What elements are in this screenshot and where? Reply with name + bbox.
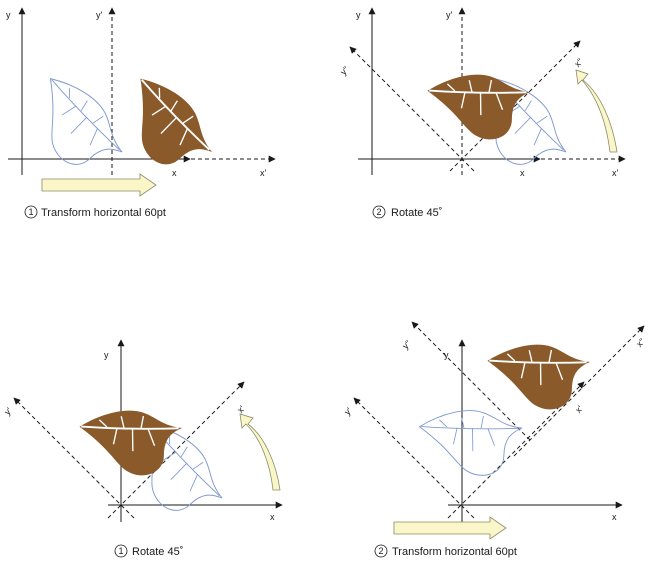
step-number: 2: [378, 546, 383, 556]
step-number: 2: [376, 207, 381, 217]
ghost-leaf: [15, 68, 137, 187]
y-prime-axis: [353, 397, 475, 519]
step-number: 1: [28, 207, 33, 217]
x-prime-label: x': [573, 403, 585, 415]
caption-text: Rotate 45˚: [132, 546, 183, 558]
y-prime-label: y': [342, 405, 354, 417]
y-label: y: [444, 350, 449, 360]
step-number: 1: [118, 546, 123, 556]
brown-leaf: [104, 68, 228, 187]
step-number-circle: [372, 205, 386, 219]
brown-leaf: [485, 338, 595, 416]
x-prime-label: x': [235, 403, 247, 415]
y-dprime-label: y'': [400, 338, 413, 351]
x-dprime-axis: [513, 325, 645, 457]
move-arrow: [41, 173, 157, 197]
y-label: y: [356, 10, 361, 20]
caption-text: Transform horizontal 60pt: [41, 207, 166, 219]
caption-text: Transform horizontal 60pt: [392, 546, 517, 558]
y-dprime-axis: [349, 46, 475, 172]
x-label: x: [520, 168, 525, 178]
y-prime-label: y': [2, 405, 14, 417]
step-number-circle: [114, 544, 128, 558]
panel-4: y y' y'' x x' x'' 2 Transform horizontal…: [342, 321, 647, 558]
x-label: x: [172, 168, 177, 178]
caption-text: Rotate 45˚: [391, 207, 442, 219]
y-prime-label: y': [446, 10, 453, 20]
caption: 1 Rotate 45˚: [114, 544, 183, 558]
move-arrow: [393, 516, 507, 540]
y-label: y: [104, 350, 109, 360]
ghost-leaf: [417, 405, 527, 481]
rotate-arrow: [575, 69, 618, 153]
x-dprime-label: x'': [634, 336, 647, 349]
y-dprime-label: y'': [338, 64, 351, 77]
x-dprime-label: x'': [572, 56, 585, 69]
x-label: x: [270, 512, 275, 522]
x-dprime-axis: [449, 40, 581, 172]
panel-1: y y' x x' 1 Transform horizontal 60pt: [6, 7, 276, 219]
x-label: x: [612, 512, 617, 522]
step-number-circle: [374, 544, 388, 558]
y-prime-label: y': [96, 10, 103, 20]
panel-3: y y' x x' 1 Rotate 45˚: [2, 339, 283, 558]
caption: 2 Rotate 45˚: [372, 205, 442, 219]
rotate-arrow: [239, 413, 281, 491]
x-prime-label: x': [260, 168, 267, 178]
step-number-circle: [24, 205, 38, 219]
caption: 1 Transform horizontal 60pt: [24, 205, 166, 219]
caption: 2 Transform horizontal 60pt: [374, 544, 517, 558]
y-prime-axis: [13, 397, 135, 519]
panel-2: y y' y'' x x' x'' 2 Rotate 45˚: [338, 7, 626, 219]
y-label: y: [6, 10, 11, 20]
x-prime-label: x': [612, 168, 619, 178]
